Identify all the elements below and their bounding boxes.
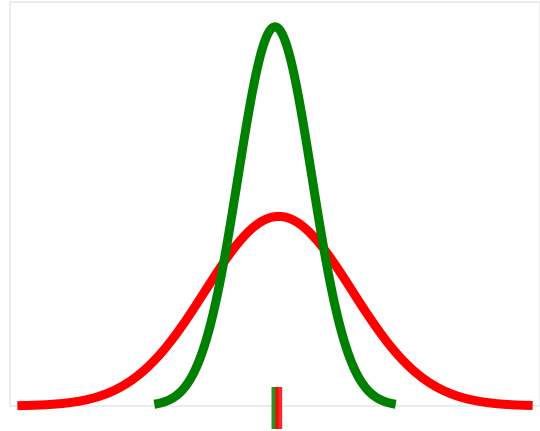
series-curve-1 bbox=[16, 211, 534, 411]
series-curve-0 bbox=[151, 22, 399, 409]
mean-marker-1 bbox=[275, 387, 283, 429]
mean-marker-layer bbox=[271, 387, 283, 429]
mean-marker-0 bbox=[271, 387, 279, 429]
plot-frame bbox=[9, 1, 540, 407]
series-layer bbox=[16, 22, 534, 411]
